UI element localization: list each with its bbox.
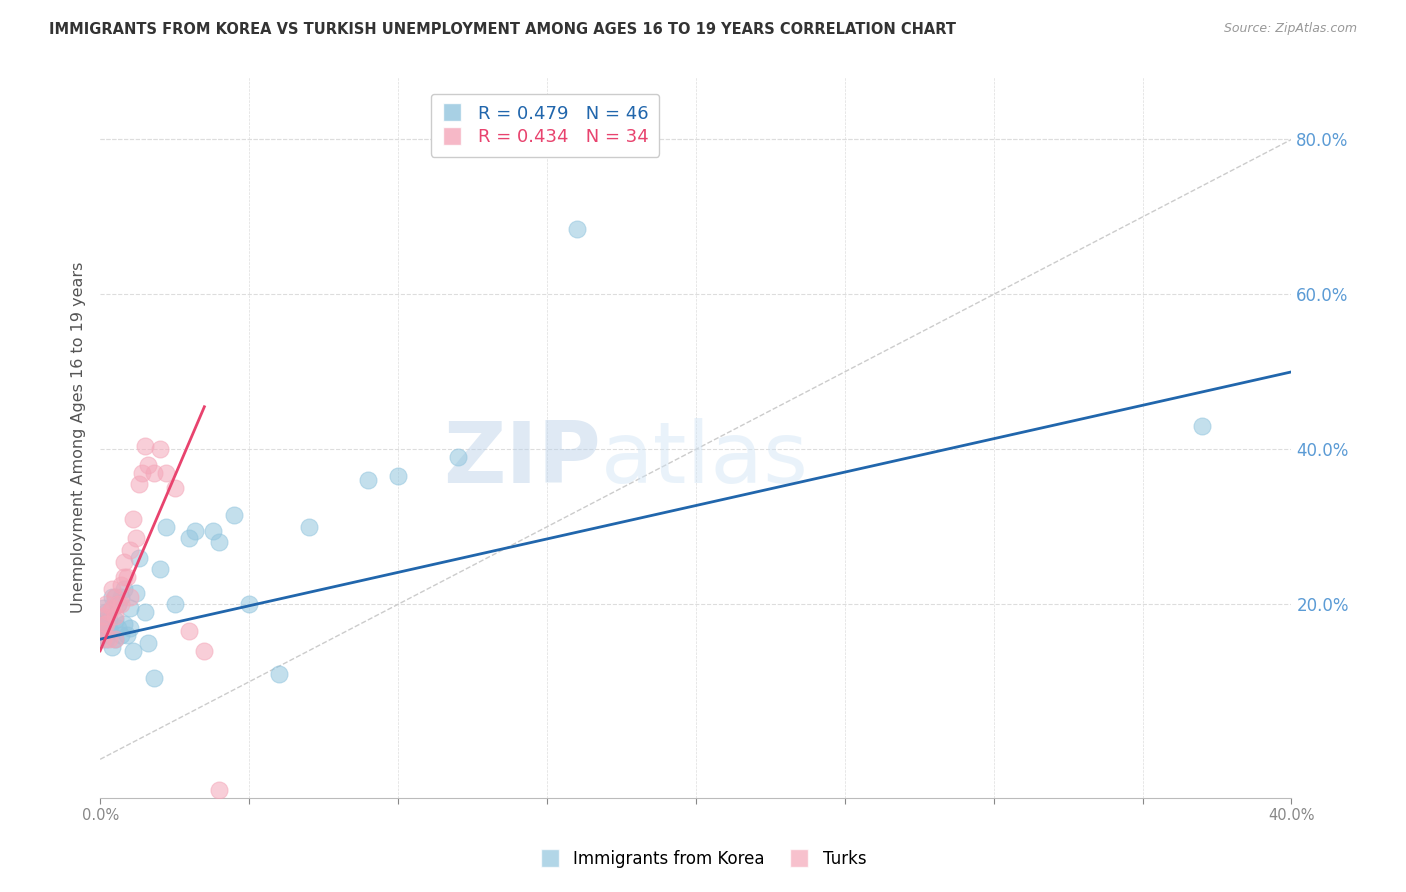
Legend: Immigrants from Korea, Turks: Immigrants from Korea, Turks bbox=[533, 844, 873, 875]
Point bbox=[104, 609, 127, 624]
Point bbox=[93, 616, 115, 631]
Point bbox=[118, 601, 141, 615]
Point bbox=[142, 671, 165, 685]
Point bbox=[90, 616, 112, 631]
Y-axis label: Unemployment Among Ages 16 to 19 years: Unemployment Among Ages 16 to 19 years bbox=[72, 262, 86, 614]
Point bbox=[91, 601, 114, 615]
Point bbox=[112, 582, 135, 596]
Point bbox=[118, 590, 141, 604]
Point bbox=[179, 532, 201, 546]
Point bbox=[142, 466, 165, 480]
Text: ZIP: ZIP bbox=[443, 417, 600, 501]
Point bbox=[155, 520, 177, 534]
Point bbox=[136, 458, 159, 472]
Point bbox=[118, 621, 141, 635]
Point bbox=[115, 570, 138, 584]
Point bbox=[134, 438, 156, 452]
Point bbox=[107, 621, 129, 635]
Point bbox=[163, 481, 186, 495]
Text: IMMIGRANTS FROM KOREA VS TURKISH UNEMPLOYMENT AMONG AGES 16 TO 19 YEARS CORRELAT: IMMIGRANTS FROM KOREA VS TURKISH UNEMPLO… bbox=[49, 22, 956, 37]
Point bbox=[446, 450, 468, 464]
Point bbox=[128, 477, 150, 491]
Point bbox=[98, 632, 121, 647]
Point bbox=[565, 221, 588, 235]
Point bbox=[110, 578, 132, 592]
Point bbox=[93, 613, 115, 627]
Point bbox=[224, 508, 246, 523]
Point bbox=[122, 644, 145, 658]
Point bbox=[128, 550, 150, 565]
Point bbox=[98, 624, 121, 639]
Point bbox=[184, 524, 207, 538]
Point bbox=[238, 598, 260, 612]
Point bbox=[112, 616, 135, 631]
Point bbox=[122, 512, 145, 526]
Point bbox=[131, 466, 153, 480]
Point bbox=[125, 532, 148, 546]
Point bbox=[91, 632, 114, 647]
Point bbox=[208, 783, 231, 797]
Point bbox=[118, 543, 141, 558]
Point bbox=[90, 624, 112, 639]
Point bbox=[104, 613, 127, 627]
Point bbox=[136, 636, 159, 650]
Point bbox=[202, 524, 225, 538]
Point bbox=[107, 598, 129, 612]
Point bbox=[101, 590, 124, 604]
Point bbox=[163, 598, 186, 612]
Point bbox=[104, 632, 127, 647]
Point bbox=[149, 562, 172, 576]
Point bbox=[94, 616, 117, 631]
Point bbox=[357, 474, 380, 488]
Point bbox=[104, 632, 127, 647]
Point bbox=[104, 590, 127, 604]
Point bbox=[149, 442, 172, 457]
Point bbox=[112, 570, 135, 584]
Point bbox=[193, 644, 215, 658]
Legend: R = 0.479   N = 46, R = 0.434   N = 34: R = 0.479 N = 46, R = 0.434 N = 34 bbox=[430, 94, 659, 157]
Point bbox=[94, 598, 117, 612]
Point bbox=[125, 585, 148, 599]
Point bbox=[112, 555, 135, 569]
Point bbox=[94, 632, 117, 647]
Point bbox=[267, 667, 290, 681]
Point bbox=[155, 466, 177, 480]
Point bbox=[1191, 419, 1213, 434]
Point bbox=[208, 535, 231, 549]
Point bbox=[104, 590, 127, 604]
Point bbox=[110, 598, 132, 612]
Point bbox=[387, 469, 409, 483]
Point bbox=[179, 624, 201, 639]
Point bbox=[115, 628, 138, 642]
Point bbox=[101, 582, 124, 596]
Point bbox=[101, 601, 124, 615]
Point bbox=[110, 628, 132, 642]
Point bbox=[134, 605, 156, 619]
Point bbox=[94, 616, 117, 631]
Point bbox=[297, 520, 319, 534]
Point bbox=[107, 598, 129, 612]
Point bbox=[98, 613, 121, 627]
Point bbox=[91, 609, 114, 624]
Text: Source: ZipAtlas.com: Source: ZipAtlas.com bbox=[1223, 22, 1357, 36]
Point bbox=[91, 628, 114, 642]
Point bbox=[98, 621, 121, 635]
Point bbox=[101, 640, 124, 654]
Text: atlas: atlas bbox=[600, 417, 808, 501]
Point bbox=[94, 605, 117, 619]
Point bbox=[110, 590, 132, 604]
Point bbox=[98, 605, 121, 619]
